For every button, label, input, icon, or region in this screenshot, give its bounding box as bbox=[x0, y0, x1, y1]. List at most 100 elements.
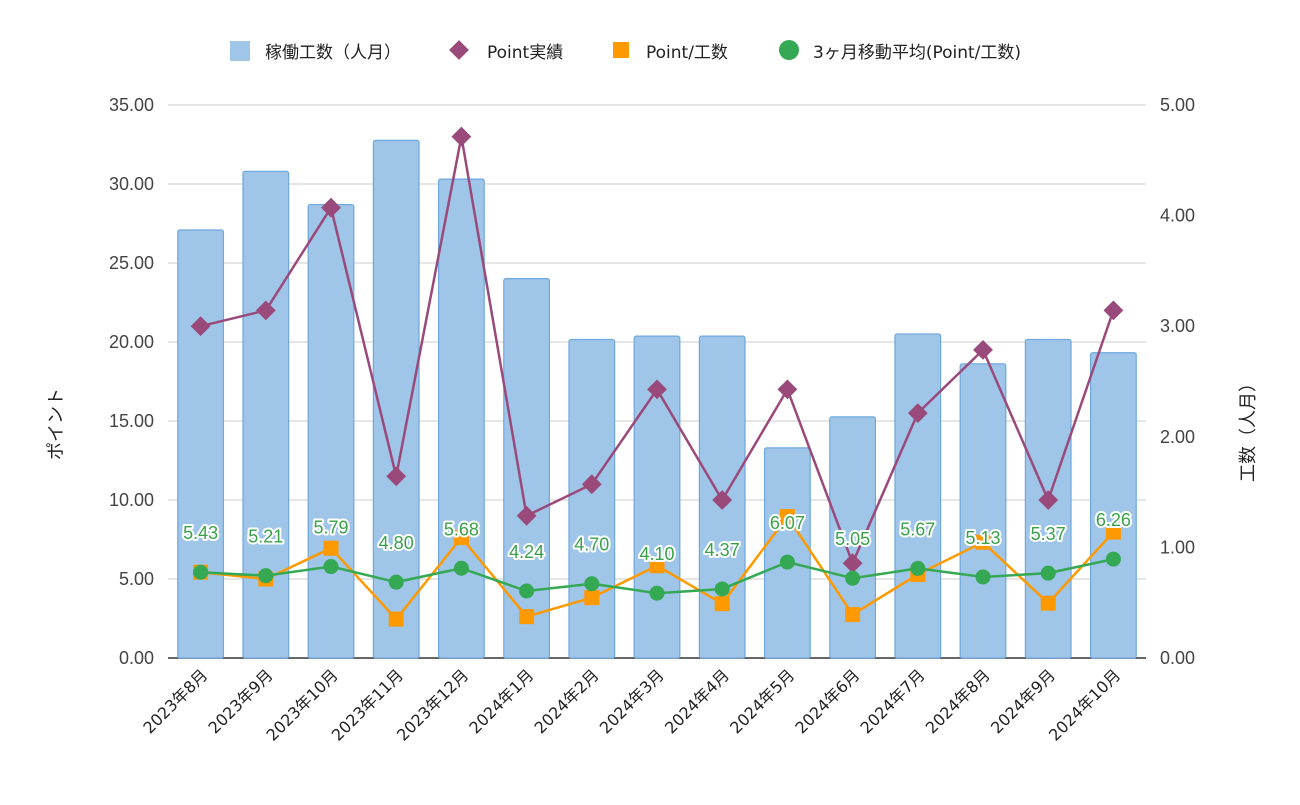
data-label: 4.24 bbox=[509, 542, 544, 562]
point-marker bbox=[845, 607, 861, 623]
bar-series bbox=[177, 139, 1137, 659]
point-marker bbox=[519, 583, 535, 599]
point-marker bbox=[584, 590, 600, 606]
bar bbox=[959, 363, 1007, 659]
point-marker bbox=[777, 379, 798, 400]
category-label: 2024年5月 bbox=[726, 665, 798, 737]
legend-swatch-bars bbox=[230, 41, 250, 61]
left-tick-label: 15.00 bbox=[109, 411, 154, 431]
line-series bbox=[190, 126, 1124, 627]
bar bbox=[763, 447, 811, 659]
data-label: 6.07 bbox=[770, 513, 805, 533]
right-tick-label: 4.00 bbox=[1160, 206, 1195, 226]
point-marker bbox=[519, 609, 535, 625]
data-label: 4.70 bbox=[574, 535, 609, 555]
data-label: 5.37 bbox=[1031, 524, 1066, 544]
point-marker bbox=[714, 596, 730, 612]
left-axis-title: ポイント bbox=[46, 388, 67, 460]
legend-label-point-per-effort: Point/工数 bbox=[646, 43, 728, 63]
legend-label-moving-average: 3ヶ月移動平均(Point/工数) bbox=[813, 43, 1021, 63]
point-marker bbox=[712, 490, 733, 510]
point-marker bbox=[1040, 595, 1056, 611]
data-label: 5.79 bbox=[313, 518, 348, 538]
data-label: 4.10 bbox=[639, 544, 674, 564]
point-marker bbox=[323, 540, 339, 556]
point-marker bbox=[453, 560, 469, 576]
data-labels: 5.43 5.21 5.79 4.80 5.68 4.24 4.70 4.10 4.37 6.07… bbox=[181, 508, 1133, 566]
category-label: 2024年8月 bbox=[922, 665, 994, 737]
left-tick-label: 20.00 bbox=[109, 332, 154, 352]
left-axis-ticks: 0.00 5.00 10.00 15.00 20.00 25.00 30.00 35.00 bbox=[109, 95, 154, 668]
point-marker bbox=[451, 126, 472, 147]
right-tick-label: 0.00 bbox=[1160, 648, 1195, 668]
right-tick-label: 1.00 bbox=[1160, 537, 1195, 557]
legend: 稼働工数（人月） Point実績 Point/工数 3ヶ月移動平均(Point/… bbox=[230, 40, 1021, 63]
category-label: 2024年2月 bbox=[531, 665, 603, 737]
legend-label-point-actual: Point実績 bbox=[487, 43, 563, 63]
point-marker bbox=[649, 558, 665, 574]
point-marker bbox=[910, 560, 926, 576]
point-marker bbox=[258, 568, 274, 584]
left-tick-label: 0.00 bbox=[119, 648, 154, 668]
bar bbox=[633, 335, 681, 659]
data-label: 5.21 bbox=[248, 527, 283, 547]
data-label: 5.68 bbox=[444, 519, 479, 539]
point-marker bbox=[386, 466, 407, 487]
data-label: 4.37 bbox=[705, 540, 740, 560]
left-tick-label: 10.00 bbox=[109, 490, 154, 510]
point-marker bbox=[321, 197, 341, 218]
category-label: 2024年1月 bbox=[465, 665, 537, 737]
point-marker bbox=[388, 611, 404, 627]
category-label: 2024年6月 bbox=[791, 665, 863, 737]
data-label: 6.26 bbox=[1096, 510, 1131, 530]
point-marker bbox=[647, 379, 667, 400]
point-marker bbox=[842, 553, 863, 574]
point-marker bbox=[453, 530, 469, 546]
data-label: 4.80 bbox=[379, 533, 414, 553]
right-tick-label: 3.00 bbox=[1160, 316, 1195, 336]
right-tick-label: 2.00 bbox=[1160, 427, 1195, 447]
right-axis-title: 工数（人月） bbox=[1238, 374, 1259, 482]
point-marker bbox=[1040, 565, 1056, 581]
point-marker bbox=[975, 534, 991, 550]
legend-swatch-moving-average bbox=[779, 40, 799, 60]
right-axis-ticks: 0.00 1.00 2.00 3.00 4.00 5.00 bbox=[1160, 95, 1195, 668]
data-label: 5.13 bbox=[965, 528, 1000, 548]
bar bbox=[372, 139, 420, 659]
data-label: 5.67 bbox=[900, 519, 935, 539]
bar bbox=[894, 333, 942, 659]
category-label: 2024年3月 bbox=[596, 665, 668, 737]
point-marker bbox=[973, 340, 993, 360]
legend-label-bars: 稼働工数（人月） bbox=[265, 43, 401, 63]
point-marker bbox=[323, 559, 339, 575]
category-label: 2024年4月 bbox=[661, 665, 733, 737]
point-marker bbox=[649, 585, 665, 601]
point-marker bbox=[516, 505, 537, 526]
point-marker bbox=[1038, 490, 1059, 510]
point-marker bbox=[190, 316, 211, 337]
point-marker bbox=[255, 300, 276, 321]
right-tick-label: 5.00 bbox=[1160, 95, 1195, 115]
data-label: 5.43 bbox=[183, 523, 218, 543]
bar bbox=[177, 229, 225, 659]
point-marker bbox=[779, 509, 795, 525]
point-marker bbox=[193, 564, 209, 580]
point-marker bbox=[388, 574, 404, 590]
legend-swatch-point-actual bbox=[449, 40, 469, 60]
left-tick-label: 35.00 bbox=[109, 95, 154, 115]
bar bbox=[437, 178, 485, 659]
bar bbox=[1089, 352, 1137, 659]
legend-swatch-point-per-effort bbox=[613, 42, 629, 58]
category-label: 2024年7月 bbox=[857, 665, 929, 737]
point-marker bbox=[907, 403, 928, 423]
point-marker bbox=[1105, 524, 1121, 540]
point-marker bbox=[584, 576, 600, 592]
point-marker bbox=[1105, 551, 1121, 567]
bar bbox=[568, 338, 616, 659]
point-marker bbox=[581, 474, 602, 495]
left-tick-label: 30.00 bbox=[109, 174, 154, 194]
point-marker bbox=[845, 570, 861, 586]
category-label: 2023年8月 bbox=[139, 665, 211, 737]
category-axis-labels: 2023年8月2023年9月2023年10月2023年11月2023年12月20… bbox=[139, 665, 1124, 744]
